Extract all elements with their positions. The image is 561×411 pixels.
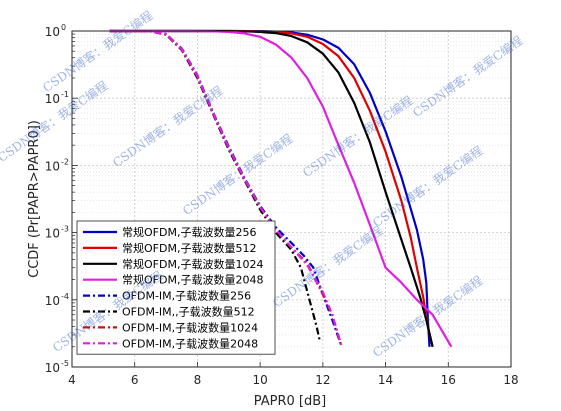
legend-box: [76, 220, 276, 355]
y-tick-exponent: -4: [61, 292, 69, 301]
y-tick-label: 10: [45, 25, 60, 39]
x-tick-label: 6: [131, 373, 139, 387]
legend-entry: OFDM-IM,,子载波数量512: [122, 306, 255, 319]
x-tick-labels: 4 6 8 10 12 14 16 18: [68, 373, 518, 387]
x-axis-label: PAPR0 [dB]: [254, 394, 327, 409]
y-tick-label: 10: [45, 227, 60, 241]
series-line-8: [109, 29, 343, 348]
legend-entry: 常规OFDM,子载波数量2048: [122, 273, 263, 287]
y-tick-label: 10: [45, 92, 60, 106]
y-tick-exponent: -1: [61, 90, 69, 99]
x-tick-label: 14: [378, 373, 393, 387]
y-tick-exponent: -3: [61, 225, 69, 234]
axis-ticks: [71, 30, 512, 368]
legend: 常规OFDM,子载波数量256 常规OFDM,子载波数量512 常规OFDM,子载波…: [76, 220, 276, 355]
series-line-4: [109, 29, 453, 348]
y-tick-exponent: 0: [61, 23, 66, 32]
legend-entry: OFDM-IM,子载波数量2048: [122, 337, 258, 350]
legend-entry: OFDM-IM,子载波数量1024: [122, 321, 258, 334]
series-line-5: [109, 29, 343, 348]
x-tick-label: 12: [315, 373, 330, 387]
x-tick-label: 16: [441, 373, 456, 387]
plot-frame: [71, 30, 512, 368]
legend-entry: 常规OFDM,子载波数量1024: [122, 257, 263, 271]
x-tick-label: 10: [253, 373, 268, 387]
y-tick-exponent: -2: [61, 157, 69, 166]
x-tick-label: 18: [503, 373, 518, 387]
x-tick-label: 4: [68, 373, 76, 387]
x-tick-label: 8: [194, 373, 202, 387]
y-tick-exponent: -5: [61, 359, 69, 368]
y-tick-label: 10: [45, 294, 60, 308]
legend-entry: OFDM-IM,子载波数量256: [122, 290, 251, 303]
legend-entry: 常规OFDM,子载波数量256: [122, 225, 256, 239]
y-tick-label: 10: [45, 361, 60, 375]
legend-entry: 常规OFDM,子载波数量512: [122, 241, 256, 255]
y-axis-label: CCDF (Pr[PAPR>PAPR0]): [27, 120, 42, 278]
y-tick-label: 10: [45, 159, 60, 173]
